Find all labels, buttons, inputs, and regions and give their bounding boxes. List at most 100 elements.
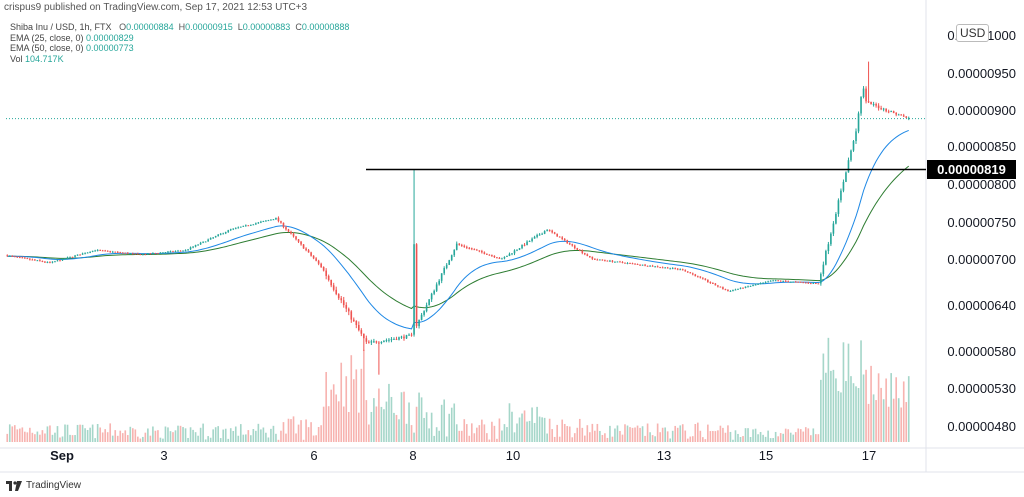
volume-bar	[712, 431, 714, 442]
volume-bar	[744, 428, 747, 442]
volume-bar	[322, 406, 325, 442]
price-tick-label: 0.00000800	[947, 177, 1016, 192]
volume-bar	[616, 425, 619, 442]
volume-bar	[132, 428, 134, 442]
candle-body	[566, 240, 569, 244]
candle-body	[810, 283, 812, 285]
volume-bar	[880, 387, 882, 442]
candle-body	[473, 249, 476, 251]
candle-body	[882, 108, 885, 110]
volume-bar	[764, 436, 767, 442]
volume-bar	[277, 439, 280, 442]
volume-bar	[767, 430, 769, 442]
volume-bar	[578, 418, 581, 442]
candle-body	[370, 341, 373, 343]
candle-body	[616, 261, 619, 263]
volume-bar	[536, 406, 538, 442]
l-value: 0.00000883	[242, 22, 291, 32]
volume-bar	[252, 429, 255, 442]
ema50-line	[7, 165, 910, 310]
volume-bar	[478, 425, 481, 442]
candle-body	[762, 282, 764, 284]
candle-body	[147, 253, 149, 255]
volume-bar	[641, 426, 644, 442]
candle-body	[870, 101, 872, 105]
volume-bar	[807, 428, 810, 442]
volume-bar	[325, 371, 327, 442]
candle-body	[428, 299, 430, 306]
candle-body	[124, 252, 127, 254]
volume-bar	[134, 429, 137, 442]
candle-body	[546, 230, 548, 232]
ema50-value: 0.00000773	[86, 43, 134, 53]
candle-body	[702, 277, 704, 279]
volume-bar	[644, 435, 646, 442]
volume-bar	[187, 437, 189, 442]
volume-bar	[817, 434, 820, 442]
volume-bar	[199, 427, 202, 442]
volume-bar	[794, 432, 797, 442]
volume-bar	[393, 412, 395, 442]
volume-bar	[779, 433, 782, 442]
candle-body	[177, 250, 179, 252]
volume-bar	[568, 426, 571, 442]
candle-body	[576, 248, 579, 250]
volume-bar	[121, 433, 124, 442]
volume-bar	[224, 428, 227, 442]
candle-body	[368, 341, 370, 343]
candle-body	[900, 114, 903, 116]
volume-bar	[890, 373, 892, 442]
candle-body	[139, 254, 142, 256]
candle-body	[629, 263, 631, 264]
volume-bar	[541, 417, 543, 442]
candle-body	[877, 105, 880, 109]
candle-body	[433, 290, 435, 294]
candle-body	[659, 267, 661, 269]
candle-body	[29, 258, 31, 260]
volume-bar	[589, 432, 591, 442]
candle-body	[227, 230, 230, 232]
volume-bar	[116, 435, 119, 442]
volume-bar	[418, 392, 420, 442]
candle-body	[589, 256, 591, 258]
candle-body	[403, 336, 405, 339]
volume-bar	[71, 435, 74, 442]
candle-body	[463, 245, 466, 247]
volume-bar	[275, 433, 277, 442]
candle-body	[179, 250, 182, 252]
volume-bar	[621, 434, 624, 442]
volume-bar	[179, 425, 182, 442]
time-tick-label: 8	[409, 448, 416, 463]
volume-bar	[189, 427, 192, 442]
volume-bar	[39, 434, 41, 442]
volume-bar	[792, 434, 795, 442]
volume-bar	[473, 433, 476, 442]
volume-bar	[330, 389, 332, 442]
volume-bar	[639, 427, 641, 442]
publisher-text: crispus9 published on TradingView.com, S…	[4, 2, 308, 13]
candle-body	[488, 254, 491, 256]
candle-body	[21, 257, 24, 259]
volume-bar	[13, 425, 16, 442]
volume-bar	[659, 432, 661, 442]
candle-body	[734, 289, 737, 291]
candle-body	[747, 286, 749, 288]
candle-body	[521, 244, 523, 249]
candle-body	[568, 243, 571, 245]
volume-bar	[390, 396, 393, 442]
currency-button[interactable]: USD	[956, 24, 990, 42]
volume-bar	[335, 394, 338, 442]
volume-bar	[59, 437, 61, 442]
candle-body	[395, 338, 398, 340]
candle-body	[41, 260, 44, 262]
candle-body	[13, 256, 16, 258]
volume-bar	[757, 434, 759, 442]
volume-bar	[747, 428, 749, 442]
candle-body	[835, 213, 837, 224]
candle-body	[651, 265, 654, 267]
candle-body	[563, 238, 566, 241]
volume-bar	[197, 435, 199, 442]
candle-body	[714, 283, 717, 286]
candle-body	[679, 269, 682, 271]
